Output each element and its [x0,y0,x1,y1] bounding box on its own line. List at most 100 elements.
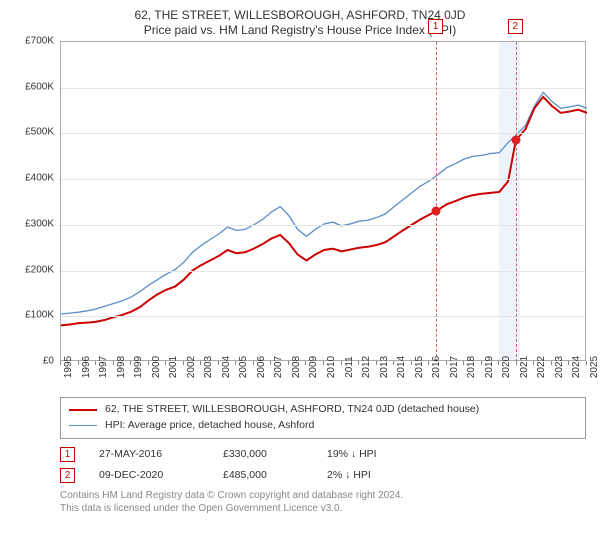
legend-row-hpi: HPI: Average price, detached house, Ashf… [69,418,577,434]
transaction-row: 209-DEC-2020£485,0002% ↓ HPI [60,468,586,483]
plot-area [60,41,586,361]
sale-marker-badge: 2 [508,19,523,34]
x-tick [130,361,131,365]
x-axis-label: 2018 [466,356,477,378]
x-tick [78,361,79,365]
x-tick [463,361,464,365]
x-axis-label: 2006 [256,356,267,378]
tx-date: 09-DEC-2020 [99,469,199,481]
x-axis-label: 2011 [344,356,355,378]
chart-area: £0£100K£200K£300K£400K£500K£600K£700K199… [14,41,586,393]
transaction-row: 127-MAY-2016£330,00019% ↓ HPI [60,447,586,462]
y-axis-label: £300K [8,218,54,229]
gridline [61,225,585,226]
x-axis-label: 2015 [414,356,425,378]
x-axis-label: 1999 [133,356,144,378]
x-tick [323,361,324,365]
x-tick [148,361,149,365]
x-axis-label: 2022 [536,356,547,378]
legend-swatch-hpi [69,425,97,426]
x-tick [305,361,306,365]
x-tick [253,361,254,365]
x-tick [446,361,447,365]
x-tick [235,361,236,365]
x-axis-label: 2005 [238,356,249,378]
sale-marker-dot [432,207,441,216]
tx-badge: 1 [60,447,75,462]
legend: 62, THE STREET, WILLESBOROUGH, ASHFORD, … [60,397,586,439]
y-axis-label: £400K [8,173,54,184]
x-tick [183,361,184,365]
x-axis-label: 2002 [186,356,197,378]
x-axis-label: 1996 [81,356,92,378]
x-axis-label: 2004 [221,356,232,378]
footnote-line-2: This data is licensed under the Open Gov… [60,502,586,515]
x-axis-label: 2020 [501,356,512,378]
y-axis-label: £600K [8,81,54,92]
sale-marker-line [436,42,437,362]
x-tick [270,361,271,365]
x-tick [165,361,166,365]
x-tick [288,361,289,365]
x-axis-label: 2000 [151,356,162,378]
chart-title-2: Price paid vs. HM Land Registry's House … [14,23,586,37]
x-axis-label: 2009 [308,356,319,378]
tx-date: 27-MAY-2016 [99,448,199,460]
chart-title-1: 62, THE STREET, WILLESBOROUGH, ASHFORD, … [14,8,586,22]
x-tick [358,361,359,365]
transactions-table: 127-MAY-2016£330,00019% ↓ HPI209-DEC-202… [60,447,586,483]
footnote-line-1: Contains HM Land Registry data © Crown c… [60,489,586,502]
tx-amount: £330,000 [223,448,303,460]
x-axis-label: 2001 [168,356,179,378]
x-tick [533,361,534,365]
gridline [61,316,585,317]
gridline [61,271,585,272]
legend-label-hpi: HPI: Average price, detached house, Ashf… [105,418,314,434]
x-axis-label: 1995 [63,356,74,378]
x-tick [516,361,517,365]
x-axis-label: 2014 [396,356,407,378]
tx-delta: 2% ↓ HPI [327,469,371,481]
x-axis-label: 1998 [116,356,127,378]
legend-swatch-property [69,409,97,411]
sale-marker-badge: 1 [428,19,443,34]
x-axis-label: 2023 [554,356,565,378]
x-axis-label: 2017 [449,356,460,378]
x-tick [218,361,219,365]
x-axis-label: 1997 [98,356,109,378]
line-canvas [61,42,587,362]
x-axis-label: 2021 [519,356,530,378]
x-tick [428,361,429,365]
x-tick [551,361,552,365]
y-axis-label: £500K [8,127,54,138]
x-tick [341,361,342,365]
sale-marker-dot [511,136,520,145]
x-tick [411,361,412,365]
x-tick [393,361,394,365]
x-axis-label: 2024 [571,356,582,378]
x-tick [60,361,61,365]
series-line [61,92,587,314]
footnote: Contains HM Land Registry data © Crown c… [60,489,586,515]
x-axis-label: 2008 [291,356,302,378]
x-tick [95,361,96,365]
y-axis-label: £100K [8,310,54,321]
x-axis-label: 2012 [361,356,372,378]
legend-label-property: 62, THE STREET, WILLESBOROUGH, ASHFORD, … [105,402,479,418]
x-axis-label: 2003 [203,356,214,378]
legend-row-property: 62, THE STREET, WILLESBOROUGH, ASHFORD, … [69,402,577,418]
tx-amount: £485,000 [223,469,303,481]
y-axis-label: £200K [8,264,54,275]
x-axis-label: 2007 [273,356,284,378]
x-tick [113,361,114,365]
y-axis-label: £0 [8,356,54,367]
x-tick [498,361,499,365]
x-tick [586,361,587,365]
gridline [61,179,585,180]
x-tick [376,361,377,365]
gridline [61,88,585,89]
x-axis-label: 2019 [484,356,495,378]
x-axis-label: 2010 [326,356,337,378]
x-axis-label: 2025 [589,356,600,378]
x-tick [568,361,569,365]
